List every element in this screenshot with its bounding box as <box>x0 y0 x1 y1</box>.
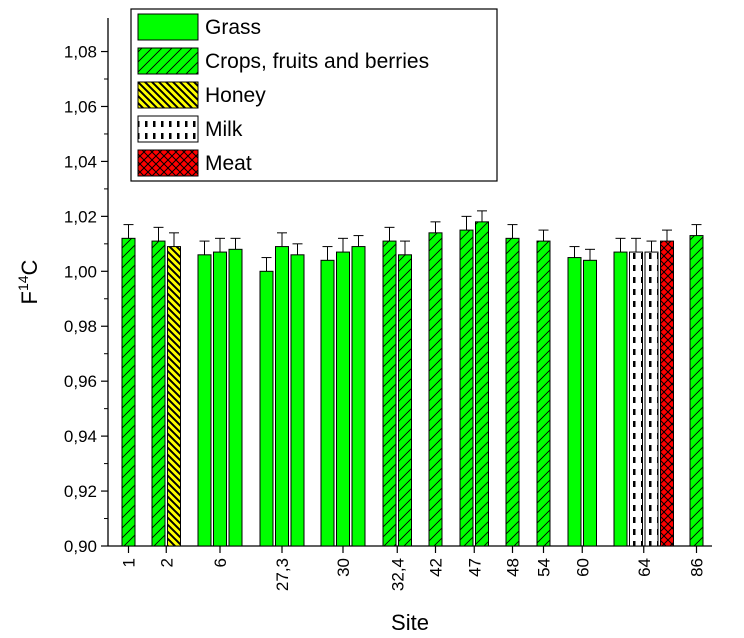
y-tick-label: 0,94 <box>64 427 97 446</box>
bar-grass <box>613 251 628 547</box>
legend-label-milk: Milk <box>205 118 243 141</box>
x-tick-label: 1 <box>120 558 139 567</box>
x-tick-label: 27,3 <box>273 558 292 591</box>
bar-crops <box>536 240 551 547</box>
legend-swatch-crops <box>137 47 199 75</box>
x-tick-label: 86 <box>688 558 707 577</box>
bar-grass <box>336 251 350 547</box>
bar-honey <box>167 246 181 547</box>
x-tick-label: 48 <box>504 558 523 577</box>
bar-crops <box>505 237 520 547</box>
legend-swatch-honey <box>137 81 199 109</box>
bar-grass <box>320 259 335 547</box>
bar-grass <box>259 270 274 547</box>
bar-crops <box>459 229 474 547</box>
x-tick-label: 2 <box>157 558 176 567</box>
bar-grass <box>290 254 305 547</box>
x-tick-label: 60 <box>573 558 592 577</box>
y-tick-label: 0,90 <box>64 537 97 556</box>
x-tick-label: 42 <box>427 558 446 577</box>
y-tick-label: 0,98 <box>64 317 97 336</box>
bar-crops <box>428 232 443 547</box>
y-tick-label: 1,08 <box>64 43 97 62</box>
bar-milk <box>629 251 643 547</box>
x-tick-label: 47 <box>465 558 484 577</box>
x-tick-label: 30 <box>334 558 353 577</box>
x-tick-label: 32,4 <box>388 558 407 591</box>
legend-label-grass: Grass <box>205 16 261 39</box>
y-tick-label: 0,96 <box>64 372 97 391</box>
x-tick-label: 6 <box>211 558 230 567</box>
bars-group <box>121 210 704 547</box>
bar-grass <box>228 248 243 547</box>
bar-crops <box>151 240 166 547</box>
y-tick-label: 1,02 <box>64 207 97 226</box>
bar-crops <box>398 254 412 547</box>
legend-swatch-meat <box>137 149 199 177</box>
x-tick-label: 64 <box>635 558 654 577</box>
bar-grass <box>583 259 597 547</box>
y-tick-label: 0,92 <box>64 482 97 501</box>
bar-crops <box>475 221 489 547</box>
legend-label-crops: Crops, fruits and berries <box>205 50 429 73</box>
legend-swatch-grass <box>137 13 199 41</box>
legend-swatch-milk <box>137 115 199 143</box>
y-tick-label: 1,06 <box>64 97 97 116</box>
y-axis-ticks: 0,90 0,92 0,94 0,96 0,98 1,00 1,02 1,04 1,06 1,08 <box>64 43 108 556</box>
bar-grass <box>275 246 289 547</box>
legend-label-honey: Honey <box>205 84 266 107</box>
legend: Grass Crops, fruits and berries Honey Mi… <box>130 8 498 182</box>
bar-grass <box>213 251 227 547</box>
bar-grass <box>351 246 366 547</box>
x-axis-ticks: 1 2 6 27,3 30 32,4 42 47 48 54 60 64 86 <box>120 546 707 591</box>
y-tick-label: 1,04 <box>64 152 97 171</box>
bar-milk <box>644 251 659 547</box>
y-axis-title: F14C <box>15 259 42 304</box>
bar-crops <box>382 240 397 547</box>
bar-crops <box>121 237 136 547</box>
x-axis-title: Site <box>391 610 429 635</box>
bar-grass <box>197 254 212 547</box>
bar-meat <box>660 240 674 547</box>
legend-label-meat: Meat <box>205 152 252 175</box>
bar-crops <box>689 235 704 547</box>
y-tick-label: 1,00 <box>64 262 97 281</box>
x-tick-label: 54 <box>535 558 554 577</box>
bar-grass <box>567 257 582 547</box>
